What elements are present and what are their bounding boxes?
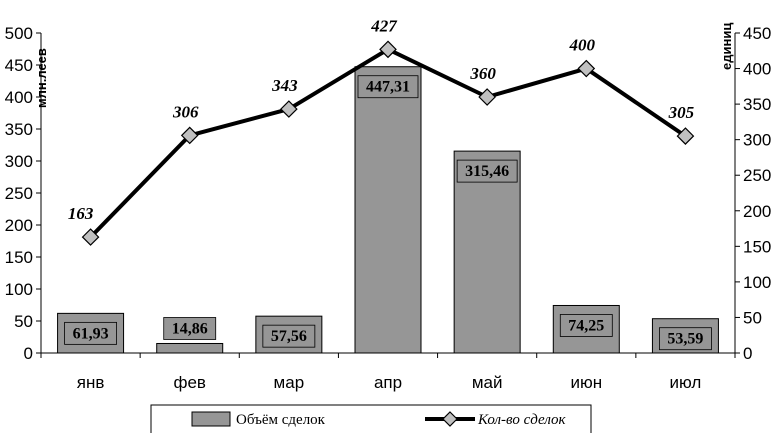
legend-line-label: Кол-во сделок [477, 412, 567, 428]
category-label-1: фев [173, 373, 205, 392]
category-label-3: апр [374, 373, 402, 392]
line-marker-4 [478, 88, 496, 106]
left-tick-label-6: 300 [5, 152, 33, 171]
left-tick-label-3: 150 [5, 248, 33, 267]
line-marker-6 [676, 127, 695, 145]
legend-bar-swatch [191, 411, 231, 427]
right-tick-label-4: 200 [743, 202, 771, 221]
right-axis-title: единиц [719, 23, 734, 70]
bar-value-label-5: 74,25 [568, 317, 604, 334]
line-value-label-4: 360 [469, 64, 496, 83]
line-value-label-3: 427 [370, 16, 398, 35]
bar-value-label-0: 61,93 [73, 325, 109, 342]
bar-label-box-6 [659, 327, 712, 351]
category-label-4: май [472, 373, 503, 392]
line-marker-1 [180, 126, 199, 145]
bar-value-label-4: 315,46 [465, 163, 509, 180]
right-tick-label-2: 100 [743, 273, 771, 292]
right-tick-label-7: 350 [743, 95, 771, 114]
right-tick-label-9: 450 [743, 24, 771, 43]
bar-label-box-3 [357, 75, 419, 99]
labels-layer: 61,93 14,86 57,56 447,31 315,46 74,25 53,59 163… [64, 16, 712, 351]
category-label-0: янв [77, 373, 105, 392]
category-label-5: июн [570, 373, 602, 392]
bar-value-label-1: 14,86 [172, 320, 208, 337]
bar-label-box-1 [163, 317, 217, 340]
bar-label-box-2 [262, 324, 316, 348]
bar-label-box-0 [64, 321, 117, 345]
category-label-6: июл [670, 373, 702, 392]
bar-4 [453, 150, 521, 354]
right-tick-label-5: 250 [743, 166, 771, 185]
right-tick-label-6: 300 [743, 131, 771, 150]
left-tick-label-10: 500 [5, 24, 33, 43]
category-label-2: мар [274, 373, 305, 392]
bars-layer [57, 66, 719, 354]
left-tick-label-9: 450 [5, 56, 33, 75]
line-marker-5 [577, 59, 596, 78]
left-tick-label-7: 350 [5, 120, 33, 139]
left-tick-label-4: 200 [5, 216, 33, 235]
left-tick-label-8: 400 [5, 88, 33, 107]
legend: Объём сделок Кол-во сделок [150, 404, 592, 433]
line-marker-0 [81, 228, 100, 246]
line-value-label-0: 163 [68, 204, 94, 223]
bar-3 [354, 66, 422, 354]
left-tick-label-5: 250 [5, 184, 33, 203]
right-tick-label-8: 400 [743, 60, 771, 79]
line-layer [81, 40, 695, 246]
line-value-label-1: 306 [172, 102, 199, 121]
axes-layer: 0 50 100 150 200 250 300 350 400 450 500 0 50 100 150 2… [5, 24, 772, 392]
line-marker-3 [379, 40, 397, 59]
right-tick-label-0: 0 [743, 344, 752, 363]
bar-value-label-3: 447,31 [366, 79, 410, 96]
line-value-label-2: 343 [271, 76, 298, 95]
right-tick-label-3: 150 [743, 237, 771, 256]
bar-1 [156, 342, 224, 354]
bar-value-label-2: 57,56 [271, 328, 307, 345]
bar-label-box-4 [456, 159, 518, 183]
line-value-label-6: 305 [668, 103, 695, 122]
left-tick-label-0: 0 [24, 344, 33, 363]
right-tick-label-1: 50 [743, 308, 762, 327]
left-tick-label-2: 100 [5, 280, 33, 299]
line-value-label-5: 400 [569, 36, 596, 55]
left-axis-title: млн.леев [34, 48, 49, 108]
line-marker-2 [280, 100, 298, 118]
left-tick-label-1: 50 [14, 312, 33, 331]
legend-marker-swatch [442, 411, 458, 427]
bar-label-box-5 [559, 314, 613, 337]
bar-value-label-6: 53,59 [667, 331, 703, 348]
legend-bar-label: Объём сделок [236, 412, 326, 428]
